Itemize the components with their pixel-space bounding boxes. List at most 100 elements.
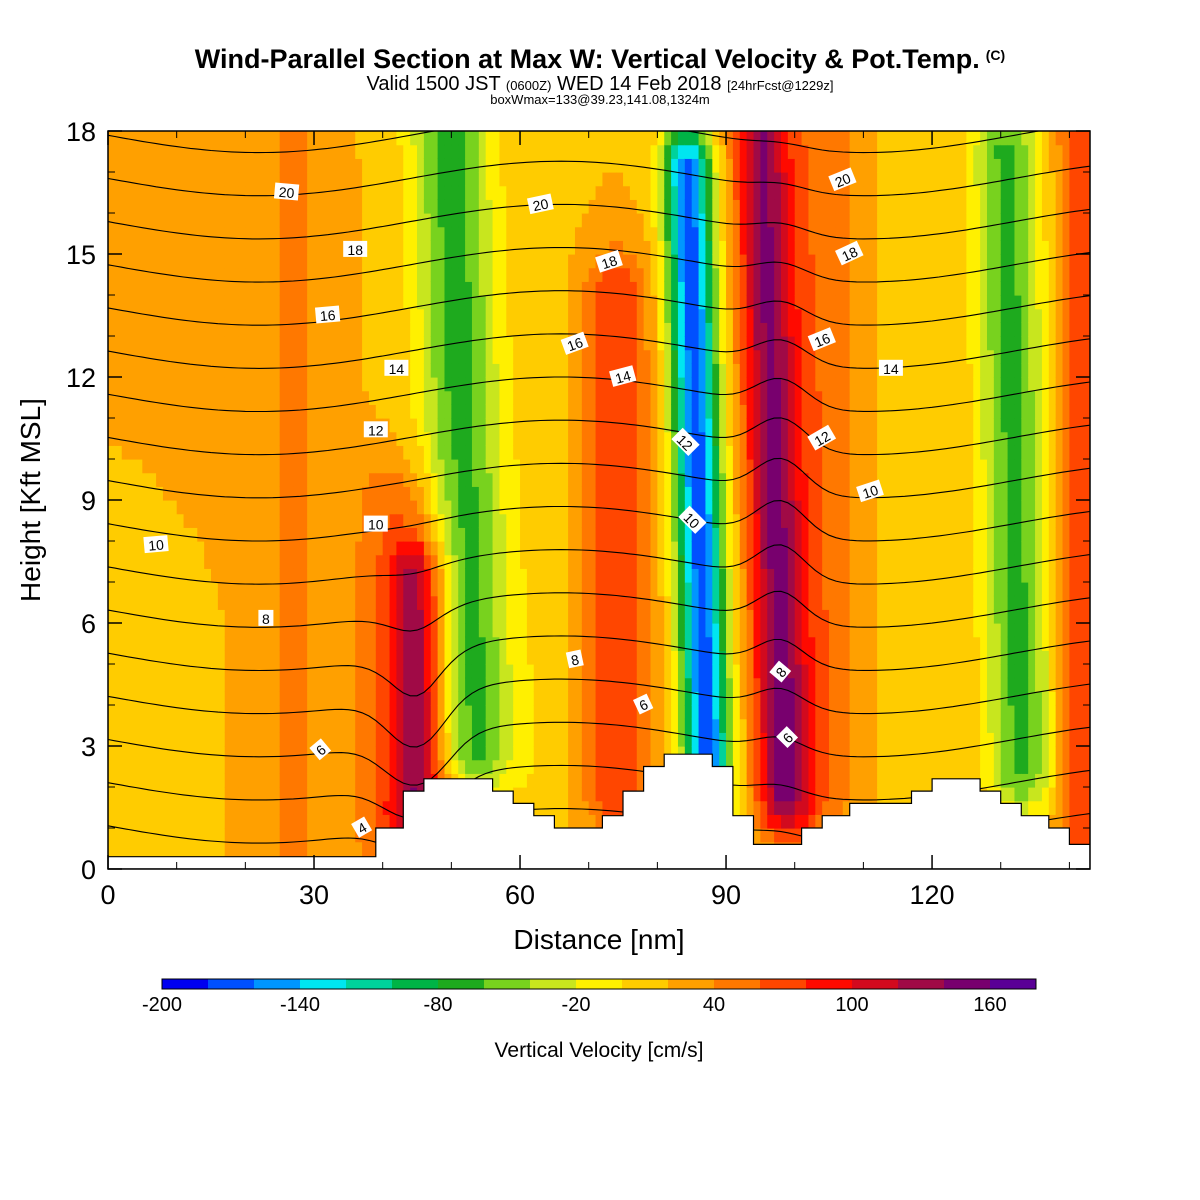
velocity-cell [485,568,494,583]
velocity-cell [169,773,178,788]
velocity-cell [341,841,349,856]
velocity-cell [403,254,411,269]
velocity-cell [362,144,370,159]
velocity-cell [272,390,281,405]
velocity-cell [595,172,604,187]
velocity-cell [478,185,487,200]
velocity-cell [712,308,720,323]
velocity-cell [114,254,123,269]
velocity-cell [478,472,487,487]
velocity-cell [259,185,267,200]
velocity-cell [183,267,192,282]
velocity-cell [245,828,253,843]
velocity-cell [389,459,398,474]
velocity-cell [657,623,665,638]
velocity-cell [451,486,459,501]
velocity-cell [499,677,507,692]
velocity-cell [169,390,178,405]
velocity-cell [108,349,116,364]
velocity-cell [533,486,542,501]
velocity-cell [547,226,555,241]
velocity-cell [108,267,116,282]
velocity-cell [156,691,164,706]
velocity-cell [334,131,343,146]
velocity-cell [726,705,734,720]
velocity-cell [314,541,322,556]
velocity-cell [300,513,308,528]
velocity-cell [629,390,638,405]
velocity-cell [636,418,645,433]
velocity-cell [643,746,652,761]
velocity-cell [334,841,343,856]
velocity-cell [451,445,459,460]
velocity-cell [547,445,555,460]
velocity-cell [602,636,610,651]
velocity-cell [677,650,686,665]
velocity-cell [458,254,466,269]
velocity-cell [396,541,404,556]
velocity-cell [375,445,384,460]
velocity-cell [348,472,356,487]
velocity-cell [279,513,288,528]
velocity-cell [712,513,720,528]
velocity-cell [348,404,356,419]
velocity-cell [245,308,253,323]
velocity-cell [664,445,672,460]
velocity-cell [300,418,308,433]
velocity-cell [588,732,597,747]
velocity-cell [272,158,281,173]
velocity-cell [279,418,288,433]
velocity-cell [334,377,343,392]
velocity-cell [471,144,480,159]
velocity-cell [423,336,432,351]
velocity-cell [348,664,356,679]
velocity-cell [190,828,198,843]
velocity-cell [485,131,494,146]
velocity-cell [671,281,679,296]
velocity-cell [121,349,130,364]
velocity-cell [671,691,679,706]
velocity-cell [293,322,301,337]
velocity-cell [300,718,308,733]
velocity-cell [362,800,370,815]
velocity-cell [162,623,171,638]
velocity-cell [307,787,315,802]
velocity-cell [204,158,212,173]
velocity-cell [513,773,521,788]
velocity-cell [293,459,301,474]
velocity-cell [252,773,260,788]
velocity-cell [691,431,700,446]
velocity-cell [135,199,143,214]
velocity-cell [204,349,212,364]
velocity-cell [320,732,329,747]
velocity-cell [506,623,514,638]
velocity-cell [719,254,727,269]
velocity-cell [224,554,233,569]
velocity-cell [334,554,343,569]
velocity-cell [348,595,356,610]
velocity-cell [513,500,521,515]
velocity-cell [190,500,198,515]
velocity-cell [602,158,610,173]
velocity-cell [547,595,555,610]
velocity-cell [691,732,700,747]
velocity-cell [465,445,473,460]
velocity-cell [726,172,734,187]
velocity-cell [410,609,418,624]
velocity-cell [698,390,707,405]
velocity-cell [444,527,452,542]
velocity-cell [616,541,624,556]
velocity-cell [197,349,205,364]
velocity-cell [121,199,130,214]
velocity-cell [169,445,178,460]
velocity-cell [121,800,130,815]
velocity-cell [410,568,418,583]
velocity-cell [382,404,391,419]
velocity-cell [547,664,555,679]
velocity-cell [540,636,549,651]
velocity-cell [513,295,521,310]
velocity-cell [657,281,665,296]
velocity-cell [204,213,212,228]
velocity-cell [211,800,219,815]
velocity-cell [657,486,665,501]
